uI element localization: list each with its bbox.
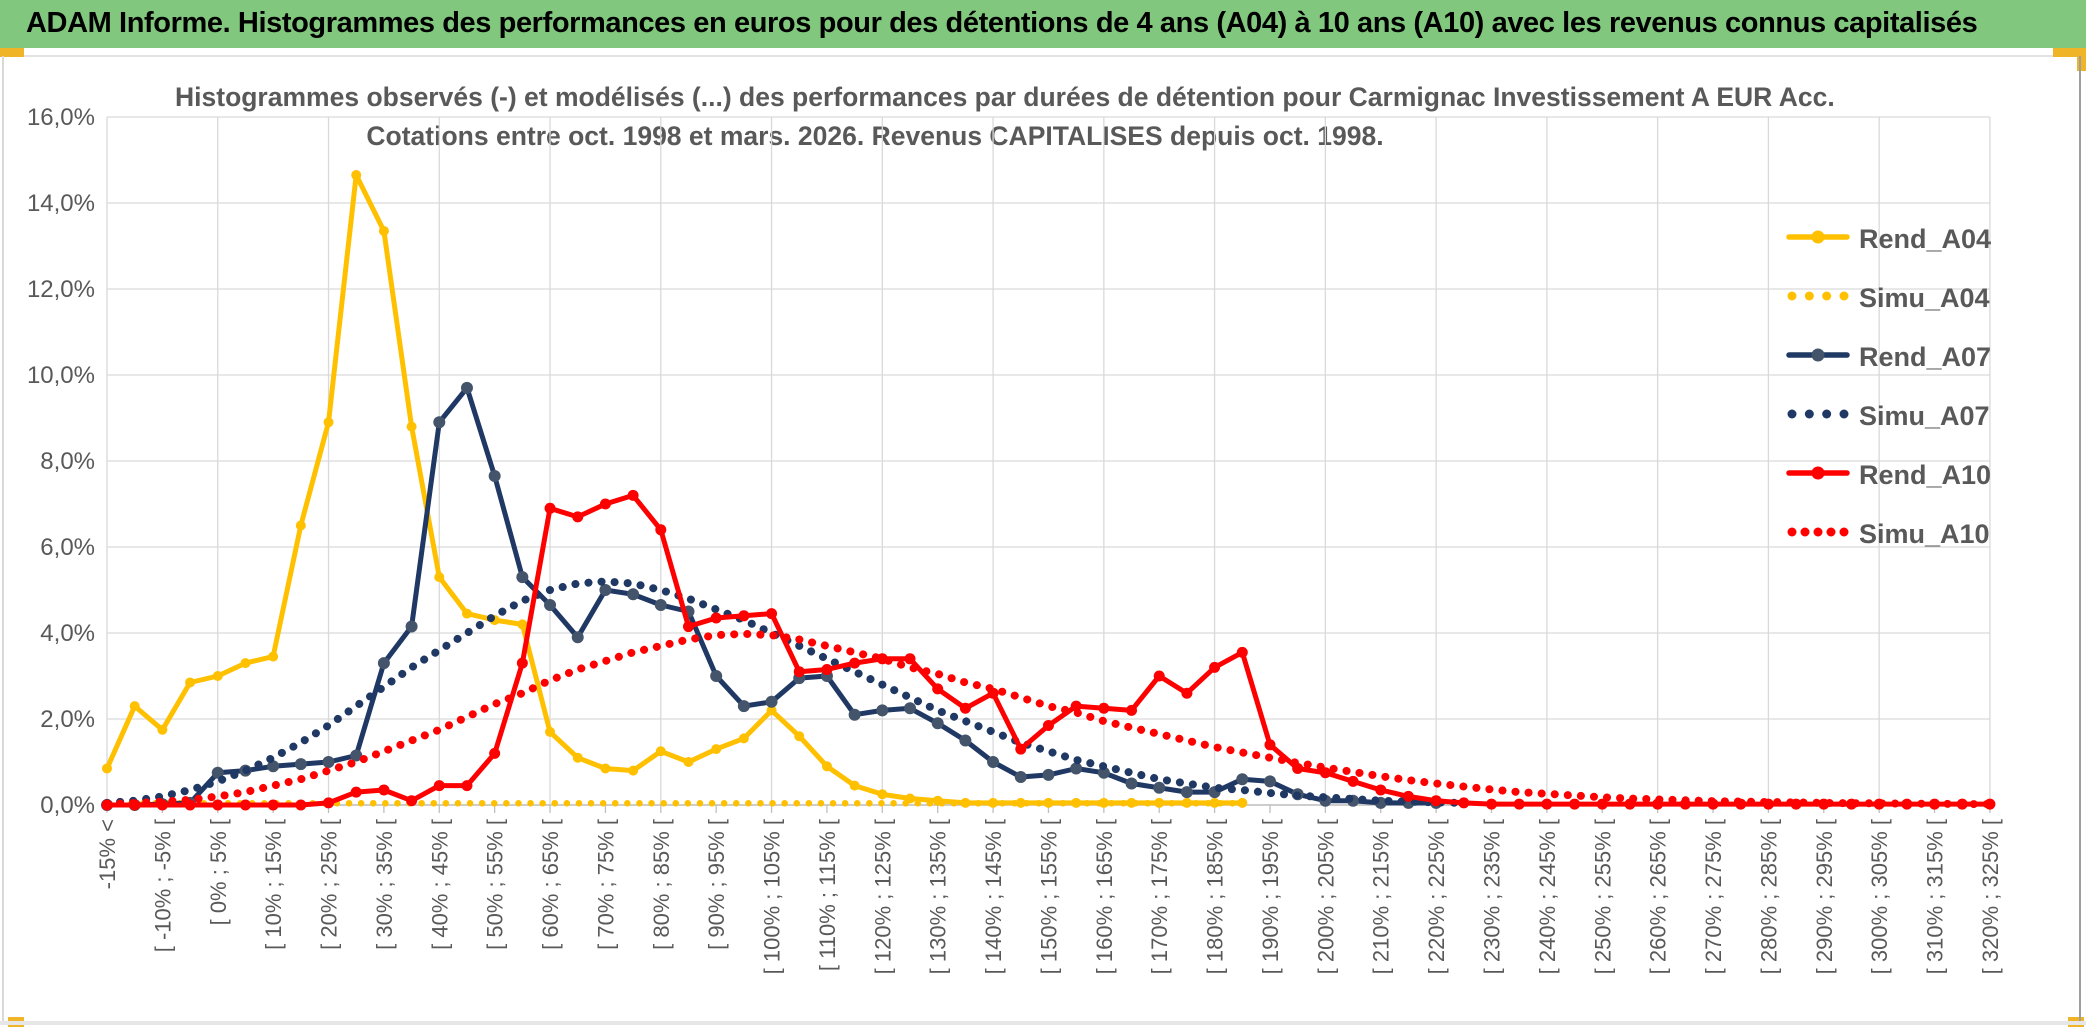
- x-tick-label: [ 100% ; 105% [: [760, 819, 785, 974]
- x-tick-label: [ 260% ; 265% [: [1646, 819, 1671, 974]
- x-tick-label: [ 190% ; 195% [: [1258, 819, 1283, 974]
- x-tick-label: [ 230% ; 235% [: [1480, 819, 1505, 974]
- y-tick-label: 10,0%: [27, 362, 95, 389]
- gold-corner-top-left: [0, 48, 24, 57]
- x-tick-label: [ 130% ; 135% [: [926, 819, 951, 974]
- x-tick-label: [ 300% ; 305% [: [1867, 819, 1892, 974]
- chart-title-line1: Histogrammes observés (-) et modélisés (…: [175, 82, 1835, 112]
- legend-label: Rend_A10: [1859, 460, 1992, 490]
- chart-legend: Rend_A04 Simu_A04 Rend_A07 Simu_A07 Rend…: [1786, 210, 1991, 564]
- legend-item-rend-a10[interactable]: Rend_A10: [1786, 446, 1991, 505]
- gridlines: [106, 116, 1991, 806]
- bottom-bar: [0, 1021, 2086, 1025]
- legend-item-simu-a04[interactable]: Simu_A04: [1786, 269, 1991, 328]
- x-tick-label: [ 90% ; 95% [: [704, 819, 729, 950]
- legend-label: Simu_A04: [1859, 283, 1990, 313]
- x-tick-label: [ 30% ; 35% [: [372, 819, 397, 950]
- x-tick-label: [ 0% ; 5% [: [206, 819, 231, 925]
- y-tick-label: 2,0%: [40, 706, 95, 733]
- x-tick-label: [ 310% ; 315% [: [1923, 819, 1948, 974]
- performance-histogram-chart: 0,0% 2,0% 4,0% 6,0% 8,0% 10,0% 12,0% 14,0% 16,0%…: [27, 104, 2003, 974]
- x-tick-label: [ 50% ; 55% [: [483, 819, 508, 950]
- x-tick-label: [ 20% ; 25% [: [317, 819, 342, 950]
- x-tick-label: [ 200% ; 205% [: [1313, 819, 1338, 974]
- x-tick-label: [ 270% ; 275% [: [1701, 819, 1726, 974]
- gold-corner-top-right-edge: [2077, 48, 2086, 71]
- x-tick-label: [ 10% ; 15% [: [261, 819, 286, 950]
- frame-right: [2079, 56, 2081, 1021]
- legend-item-rend-a07[interactable]: Rend_A07: [1786, 328, 1991, 387]
- x-tick-label: [ 180% ; 185% [: [1203, 819, 1228, 974]
- x-tick-label: [ 240% ; 245% [: [1535, 819, 1560, 974]
- x-tick-label: [ 170% ; 175% [: [1147, 819, 1172, 974]
- frame-left: [2, 56, 4, 1021]
- y-axis-labels: 0,0% 2,0% 4,0% 6,0% 8,0% 10,0% 12,0% 14,0% 16,0%: [27, 104, 95, 819]
- simu-a04-dots-sample-icon: [1786, 287, 1850, 310]
- y-tick-label: 14,0%: [27, 190, 95, 217]
- legend-label: Simu_A10: [1859, 519, 1990, 549]
- y-tick-label: 16,0%: [27, 104, 95, 131]
- rend-a04-line-sample-icon: [1786, 228, 1850, 251]
- simu-a07-dots-sample-icon: [1786, 405, 1850, 428]
- series-Simu_A10[interactable]: [103, 629, 1994, 809]
- x-tick-label: -15% <: [95, 819, 120, 889]
- legend-item-simu-a07[interactable]: Simu_A07: [1786, 387, 1991, 446]
- x-tick-label: [ 250% ; 255% [: [1590, 819, 1615, 974]
- page-title: ADAM Informe. Histogrammes des performan…: [0, 0, 2086, 48]
- legend-label: Simu_A07: [1859, 401, 1990, 431]
- rend-a07-line-sample-icon: [1786, 346, 1850, 369]
- simu-a10-dots-sample-icon: [1786, 523, 1850, 546]
- x-axis-labels: -15% < [ -10% ; -5% [ [ 0% ; 5% [ [ 10% ; 1…: [95, 819, 2003, 974]
- y-tick-label: 8,0%: [40, 448, 95, 475]
- legend-label: Rend_A07: [1859, 342, 1992, 372]
- gold-corner-top-right: [2053, 48, 2086, 57]
- x-tick-label: [ 120% ; 125% [: [870, 819, 895, 974]
- series-Rend_A10[interactable]: [101, 489, 1996, 811]
- x-tick-label: [ 110% ; 115% [: [815, 819, 840, 971]
- legend-item-simu-a10[interactable]: Simu_A10: [1786, 505, 1991, 564]
- rend-a10-line-sample-icon: [1786, 464, 1850, 487]
- x-tick-label: [ 220% ; 225% [: [1424, 819, 1449, 974]
- x-tick-label: [ 280% ; 285% [: [1756, 819, 1781, 974]
- x-tick-label: [ 60% ; 65% [: [538, 819, 563, 950]
- legend-item-rend-a04[interactable]: Rend_A04: [1786, 210, 1991, 269]
- y-tick-label: 12,0%: [27, 276, 95, 303]
- y-tick-label: 0,0%: [40, 792, 95, 819]
- x-tick-label: [ 40% ; 45% [: [427, 819, 452, 950]
- y-tick-label: 6,0%: [40, 534, 95, 561]
- x-tick-label: [ 210% ; 215% [: [1369, 819, 1394, 974]
- legend-label: Rend_A04: [1859, 224, 1992, 254]
- x-tick-label: [ -10% ; -5% [: [150, 819, 175, 952]
- header-divider: [0, 55, 2086, 57]
- x-tick-label: [ 150% ; 155% [: [1036, 819, 1061, 974]
- x-tick-label: [ 160% ; 165% [: [1092, 819, 1117, 974]
- x-tick-label: [ 320% ; 325% [: [1978, 819, 2003, 974]
- x-tick-label: [ 290% ; 295% [: [1812, 819, 1837, 974]
- x-tick-label: [ 140% ; 145% [: [981, 819, 1006, 974]
- x-tick-label: [ 80% ; 85% [: [649, 819, 674, 950]
- x-tick-label: [ 70% ; 75% [: [593, 819, 618, 950]
- y-tick-label: 4,0%: [40, 620, 95, 647]
